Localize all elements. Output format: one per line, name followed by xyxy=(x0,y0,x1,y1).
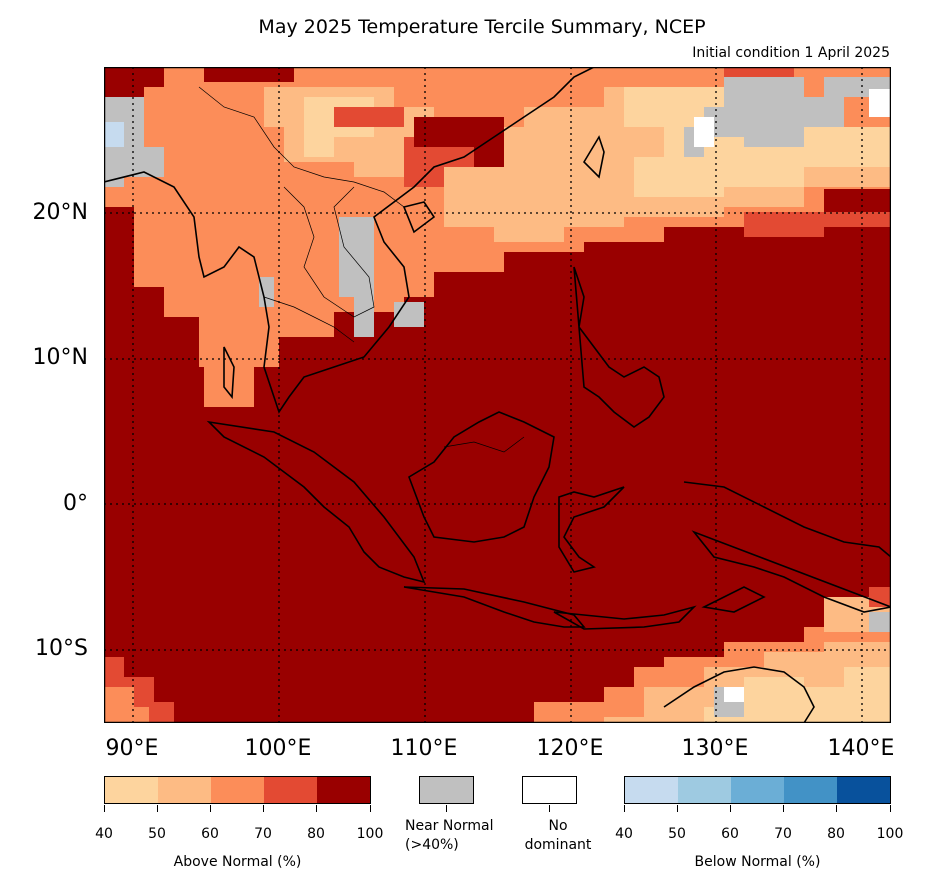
map-subtitle: Initial condition 1 April 2025 xyxy=(692,45,890,61)
near-normal-label: Near Normal (>40%) xyxy=(405,818,494,853)
above-tick xyxy=(104,805,105,812)
above-tick xyxy=(370,805,371,812)
above-tick-label: 40 xyxy=(95,826,113,842)
near-normal-tick xyxy=(446,805,447,812)
above-tick xyxy=(157,805,158,812)
lon-label-90e: 90°E xyxy=(105,736,159,761)
no-dominant-tick xyxy=(549,805,550,812)
below-swatch-70 xyxy=(784,777,837,803)
below-tick-label: 70 xyxy=(774,826,792,842)
north-band xyxy=(104,67,891,407)
above-normal-colorbar xyxy=(104,776,371,804)
above-swatch-80 xyxy=(317,777,370,803)
below-swatch-40 xyxy=(625,777,678,803)
lat-label-10s: 10°S xyxy=(35,636,88,661)
above-swatch-70 xyxy=(264,777,317,803)
below-normal-title: Below Normal (%) xyxy=(694,854,821,870)
lat-label-10n: 10°N xyxy=(32,345,88,370)
country-borders xyxy=(198,86,525,453)
above-tick-label: 60 xyxy=(201,826,219,842)
lon-label-100e: 100°E xyxy=(244,736,312,761)
lon-label-130e: 130°E xyxy=(681,736,749,761)
below-tick-label: 40 xyxy=(615,826,633,842)
below-normal-colorbar xyxy=(624,776,891,804)
below-tick-label: 50 xyxy=(668,826,686,842)
above-tick-label: 100 xyxy=(356,826,384,842)
lat-label-20n: 20°N xyxy=(32,200,88,225)
below-swatch-50 xyxy=(678,777,731,803)
below-tick-label: 80 xyxy=(827,826,845,842)
above-swatch-60 xyxy=(211,777,264,803)
no-dominant-label: No dominant xyxy=(524,818,592,853)
map-title: May 2025 Temperature Tercile Summary, NC… xyxy=(258,16,706,38)
above-tick xyxy=(210,805,211,812)
above-tick-label: 70 xyxy=(254,826,272,842)
lon-label-110e: 110°E xyxy=(390,736,458,761)
above-tick xyxy=(316,805,317,812)
tercile-map xyxy=(104,67,891,723)
below-tick xyxy=(836,805,837,812)
above-normal-title: Above Normal (%) xyxy=(173,854,302,870)
below-tick xyxy=(677,805,678,812)
graticule xyxy=(104,67,891,723)
lon-label-140e: 140°E xyxy=(827,736,895,761)
above-tick-label: 80 xyxy=(307,826,325,842)
below-tick-label: 100 xyxy=(876,826,904,842)
below-swatch-80 xyxy=(837,777,890,803)
above-swatch-40 xyxy=(105,777,158,803)
near-normal-swatch xyxy=(419,776,474,804)
no-dominant-swatch xyxy=(522,776,577,804)
above-tick xyxy=(263,805,264,812)
below-tick-label: 60 xyxy=(721,826,739,842)
above-tick-label: 50 xyxy=(148,826,166,842)
lat-label-eq: 0° xyxy=(63,491,88,516)
south-band xyxy=(104,587,891,723)
map-frame xyxy=(104,67,891,723)
below-swatch-60 xyxy=(731,777,784,803)
below-tick xyxy=(624,805,625,812)
lon-label-120e: 120°E xyxy=(536,736,604,761)
below-tick xyxy=(783,805,784,812)
above-swatch-50 xyxy=(158,777,211,803)
below-tick xyxy=(730,805,731,812)
below-tick xyxy=(890,805,891,812)
coastlines xyxy=(104,67,891,723)
